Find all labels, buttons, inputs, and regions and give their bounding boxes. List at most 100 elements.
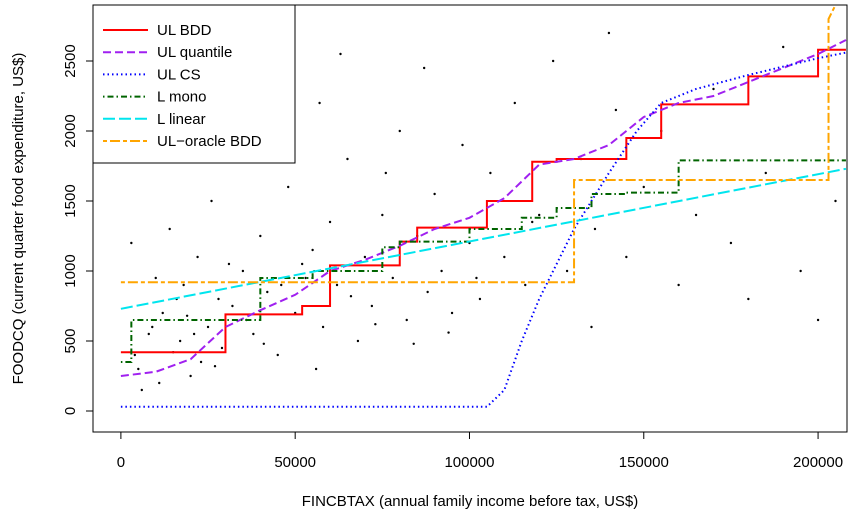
x-axis-label: FINCBTAX (annual family income before ta… xyxy=(302,493,639,510)
point xyxy=(349,295,353,298)
point xyxy=(182,283,185,287)
legend-box xyxy=(92,4,296,164)
legend-label: UL BDD xyxy=(157,22,212,39)
point xyxy=(314,367,318,371)
point xyxy=(447,331,450,334)
point xyxy=(381,213,384,217)
point xyxy=(217,297,220,301)
point xyxy=(158,381,161,385)
point xyxy=(266,290,269,294)
point xyxy=(614,108,618,112)
point xyxy=(206,325,210,329)
point xyxy=(440,269,443,273)
point xyxy=(642,185,645,189)
point xyxy=(694,213,698,217)
point xyxy=(426,290,429,294)
point xyxy=(422,66,426,70)
point xyxy=(318,101,321,105)
point xyxy=(192,332,196,336)
point xyxy=(210,199,213,203)
x-tick-label: 150000 xyxy=(619,454,669,471)
series-line xyxy=(120,39,847,377)
point xyxy=(287,185,290,189)
point xyxy=(130,241,133,245)
y-tick-label: 2000 xyxy=(62,114,79,147)
point xyxy=(300,262,304,266)
point xyxy=(252,332,255,336)
point xyxy=(551,59,555,63)
point xyxy=(356,339,360,343)
legend-label: L mono xyxy=(157,89,206,106)
point xyxy=(328,220,332,224)
point xyxy=(304,276,307,280)
point xyxy=(677,283,680,287)
legend-label: UL CS xyxy=(157,66,201,83)
point xyxy=(220,346,224,350)
point xyxy=(565,269,569,273)
point xyxy=(370,304,374,308)
point xyxy=(147,332,150,336)
point xyxy=(398,129,401,133)
point xyxy=(607,31,611,35)
point xyxy=(178,339,182,343)
point xyxy=(259,234,262,238)
plot-area xyxy=(120,5,847,408)
series-line xyxy=(120,51,847,408)
x-tick-label: 100000 xyxy=(444,454,494,471)
point xyxy=(363,255,367,259)
point xyxy=(321,325,325,329)
point xyxy=(461,143,464,147)
point xyxy=(729,241,733,245)
point xyxy=(764,171,767,175)
series-line xyxy=(120,48,846,354)
point xyxy=(199,360,203,364)
series-line xyxy=(120,167,847,310)
point xyxy=(489,171,492,175)
point xyxy=(161,311,164,315)
point xyxy=(513,101,516,105)
point xyxy=(475,276,478,280)
point xyxy=(196,255,199,259)
point xyxy=(185,314,189,317)
y-tick-label: 500 xyxy=(62,328,79,353)
point xyxy=(140,388,144,392)
point xyxy=(712,87,715,91)
point xyxy=(374,323,377,326)
legend-label: UL quantile xyxy=(157,44,232,61)
point xyxy=(262,342,266,345)
point xyxy=(537,213,541,217)
point xyxy=(782,45,785,49)
point xyxy=(227,262,231,266)
point xyxy=(524,283,527,287)
point xyxy=(816,318,820,322)
point xyxy=(189,374,192,378)
point xyxy=(799,269,802,273)
point xyxy=(335,283,339,287)
point xyxy=(213,365,217,368)
y-axis-label: FOODCQ (current quarter food expenditure… xyxy=(10,53,27,385)
point xyxy=(834,199,837,203)
point xyxy=(478,297,482,301)
point xyxy=(280,283,283,287)
point xyxy=(503,255,506,259)
point xyxy=(151,325,154,329)
y-tick-label: 1500 xyxy=(62,184,79,217)
legend-label: UL−oracle BDD xyxy=(157,133,262,150)
x-tick-label: 200000 xyxy=(793,454,843,471)
point xyxy=(384,171,388,175)
point xyxy=(405,318,408,322)
point xyxy=(339,52,342,56)
point xyxy=(450,311,454,315)
point xyxy=(625,255,628,259)
plot-box xyxy=(92,4,848,433)
point xyxy=(747,297,750,301)
point xyxy=(154,276,157,280)
series-line xyxy=(120,5,837,284)
point xyxy=(412,342,415,345)
point xyxy=(531,220,534,224)
x-tick-label: 50000 xyxy=(274,454,316,471)
series-line xyxy=(120,159,846,363)
point xyxy=(231,304,234,308)
point xyxy=(133,353,137,357)
